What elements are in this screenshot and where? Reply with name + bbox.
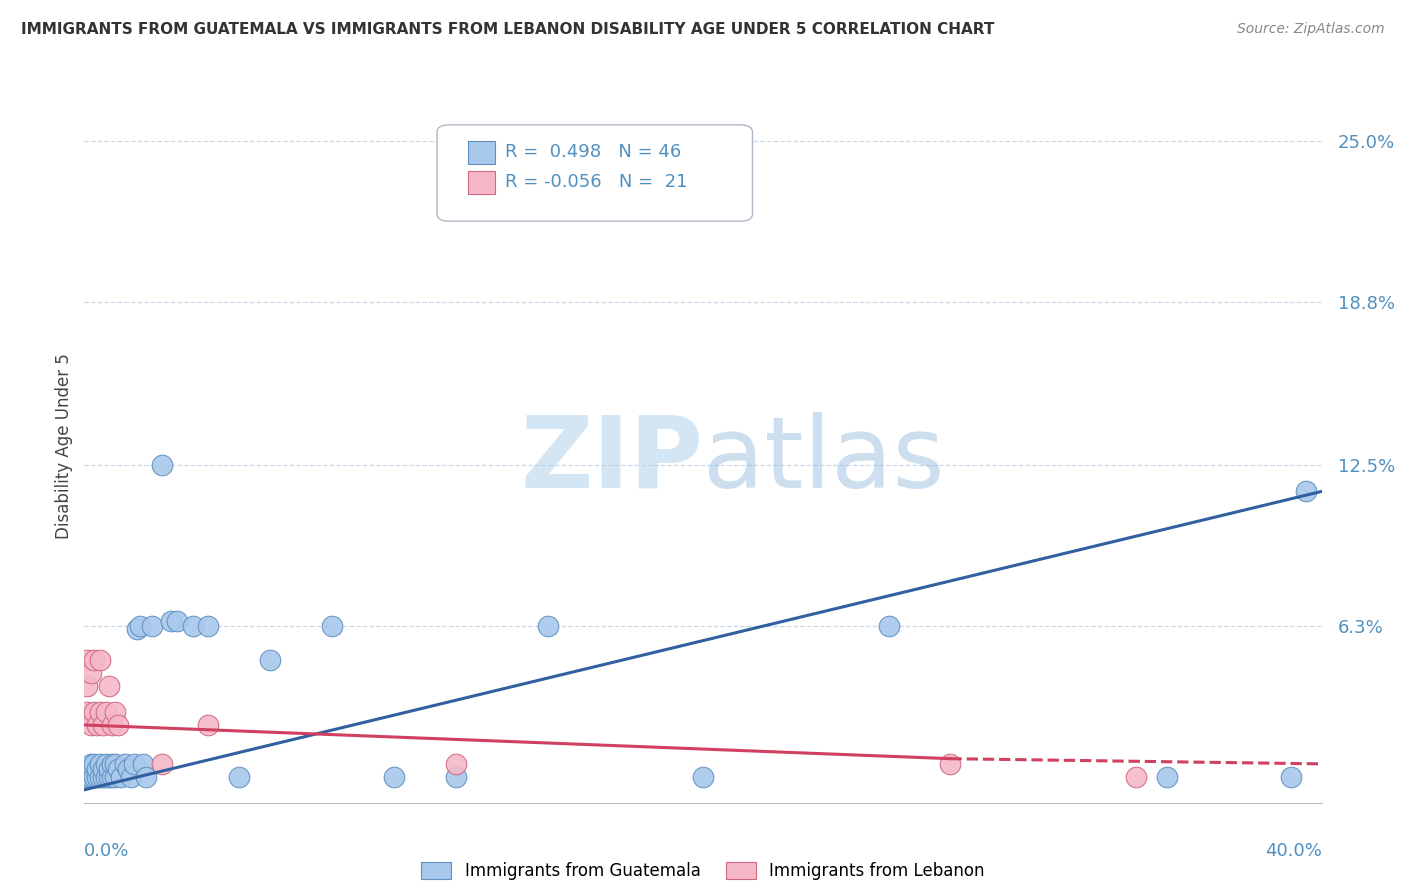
Point xyxy=(197,718,219,732)
Point xyxy=(125,622,148,636)
Point xyxy=(166,614,188,628)
Point xyxy=(83,653,105,667)
Point xyxy=(1125,770,1147,784)
Text: R =  0.498   N = 46: R = 0.498 N = 46 xyxy=(505,143,682,161)
Point xyxy=(83,770,105,784)
Point xyxy=(101,718,124,732)
Point xyxy=(98,679,121,693)
Point xyxy=(444,756,467,771)
Point xyxy=(76,705,98,719)
Y-axis label: Disability Age Under 5: Disability Age Under 5 xyxy=(55,353,73,539)
Point xyxy=(79,770,101,784)
Text: 0.0%: 0.0% xyxy=(84,842,129,860)
Text: Source: ZipAtlas.com: Source: ZipAtlas.com xyxy=(1237,22,1385,37)
Point xyxy=(181,619,204,633)
Point xyxy=(1279,770,1302,784)
Point xyxy=(89,756,111,771)
Point xyxy=(104,756,127,771)
Point xyxy=(104,705,127,719)
Point xyxy=(114,756,136,771)
Point xyxy=(117,762,139,776)
Point xyxy=(76,679,98,693)
Point xyxy=(150,458,173,473)
Point xyxy=(89,770,111,784)
Text: IMMIGRANTS FROM GUATEMALA VS IMMIGRANTS FROM LEBANON DISABILITY AGE UNDER 5 CORR: IMMIGRANTS FROM GUATEMALA VS IMMIGRANTS … xyxy=(21,22,994,37)
Point xyxy=(83,705,105,719)
Point xyxy=(89,705,111,719)
Point xyxy=(76,770,98,784)
Point xyxy=(79,756,101,771)
Text: R = -0.056   N =  21: R = -0.056 N = 21 xyxy=(505,173,688,191)
Point xyxy=(79,666,101,681)
Point xyxy=(537,619,560,633)
FancyBboxPatch shape xyxy=(437,125,752,221)
Point xyxy=(129,619,152,633)
Point xyxy=(94,705,117,719)
Point xyxy=(939,756,962,771)
Point xyxy=(91,770,114,784)
Text: atlas: atlas xyxy=(703,412,945,508)
Point xyxy=(197,619,219,633)
Point xyxy=(228,770,250,784)
FancyBboxPatch shape xyxy=(468,141,495,164)
Point xyxy=(444,770,467,784)
Point xyxy=(86,762,108,776)
Point xyxy=(110,770,132,784)
Point xyxy=(76,653,98,667)
Point xyxy=(98,770,121,784)
Point xyxy=(150,756,173,771)
Point xyxy=(104,770,127,784)
Point xyxy=(259,653,281,667)
Point xyxy=(1156,770,1178,784)
Point xyxy=(120,770,142,784)
FancyBboxPatch shape xyxy=(468,171,495,194)
Point xyxy=(94,756,117,771)
Point xyxy=(86,718,108,732)
Point xyxy=(98,762,121,776)
Point xyxy=(122,756,145,771)
Point xyxy=(89,653,111,667)
Point xyxy=(101,756,124,771)
Point xyxy=(1295,484,1317,499)
Point xyxy=(91,718,114,732)
Point xyxy=(91,762,114,776)
Point xyxy=(877,619,900,633)
Point xyxy=(94,770,117,784)
Point xyxy=(135,770,157,784)
Point xyxy=(101,770,124,784)
Point xyxy=(83,756,105,771)
Point xyxy=(107,762,129,776)
Legend: Immigrants from Guatemala, Immigrants from Lebanon: Immigrants from Guatemala, Immigrants fr… xyxy=(422,862,984,880)
Text: 40.0%: 40.0% xyxy=(1265,842,1322,860)
Point xyxy=(132,756,155,771)
Point xyxy=(382,770,405,784)
Point xyxy=(79,718,101,732)
Text: ZIP: ZIP xyxy=(520,412,703,508)
Point xyxy=(86,770,108,784)
Point xyxy=(692,770,714,784)
Point xyxy=(141,619,163,633)
Point xyxy=(160,614,183,628)
Point xyxy=(107,718,129,732)
Point xyxy=(321,619,343,633)
